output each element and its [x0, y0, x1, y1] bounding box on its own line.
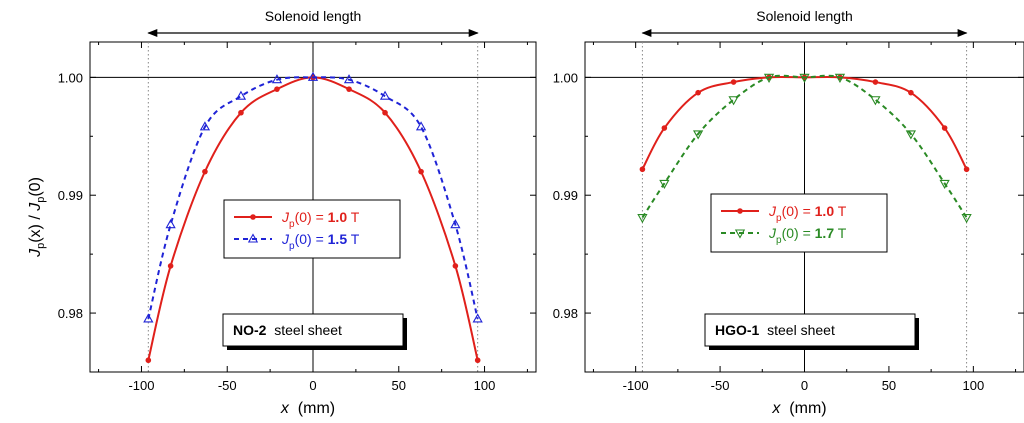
series-point — [271, 74, 283, 84]
series-point — [939, 179, 950, 190]
y-tick-label: 0.99 — [553, 188, 578, 203]
panel-label: NO-2 steel sheet — [233, 322, 342, 338]
panel-label: HGO-1 steel sheet — [715, 322, 835, 338]
legend: Jp(0) = 1.0 TJp(0) = 1.7 T — [710, 193, 888, 253]
series-point — [450, 219, 461, 229]
legend-entry: Jp(0) = 1.5 T — [281, 231, 360, 252]
series-point — [661, 125, 668, 131]
series-point — [639, 166, 646, 173]
series-point — [238, 109, 244, 116]
legend-marker — [247, 233, 259, 243]
series-point — [167, 263, 174, 269]
x-tick-label: -100 — [623, 378, 649, 393]
legend-marker — [734, 229, 746, 239]
series-point — [961, 214, 972, 224]
series-point — [963, 166, 970, 173]
series-point — [274, 86, 280, 92]
panel-label-box: HGO-1 steel sheet — [704, 313, 919, 350]
chart-panel-no2: Solenoid length -100 -50 0 50 100 0.98 0.99 1.00… — [27, 8, 537, 417]
series-point — [418, 168, 424, 175]
x-tick-label: 100 — [962, 378, 984, 393]
series-point — [905, 130, 917, 140]
series-point — [870, 96, 881, 106]
chart-panel-hgo1: Solenoid length -100 -50 0 50 100 0.98 0.99 1.00… — [553, 8, 1024, 417]
series-line-1-7t — [641, 74, 968, 219]
series-point — [415, 121, 427, 131]
series-point — [199, 121, 211, 131]
legend-entry: Jp(0) = 1.7 T — [768, 225, 847, 246]
series-point — [834, 73, 846, 83]
series-point — [307, 71, 319, 81]
x-axis-title: x (mm) — [771, 400, 826, 417]
y-axis-title: Jp(x) / Jp(0) — [27, 177, 47, 258]
series-group — [143, 71, 483, 364]
series-point — [143, 313, 154, 323]
series-point — [637, 214, 648, 224]
legend-entry: Jp(0) = 1.0 T — [768, 203, 847, 224]
series-point — [379, 90, 391, 100]
solenoid-length-label: Solenoid length — [756, 8, 853, 24]
x-tick-label: 50 — [392, 378, 406, 393]
y-tick-label: 1.00 — [58, 70, 83, 85]
series-point — [941, 125, 948, 131]
series-point — [659, 179, 670, 190]
legend-box — [223, 199, 401, 259]
series-point — [728, 96, 739, 106]
series-point — [202, 168, 208, 175]
series-point — [472, 313, 483, 323]
series-point — [872, 79, 879, 85]
solenoid-length-label: Solenoid length — [265, 8, 362, 24]
series-point — [452, 263, 459, 269]
panel-label-box: NO-2 steel sheet — [222, 313, 407, 350]
series-point — [763, 73, 775, 83]
series-point — [695, 89, 701, 96]
series-point — [165, 219, 176, 229]
x-tick-label: -50 — [218, 378, 237, 393]
series-point — [343, 74, 355, 84]
y-tick-label: 1.00 — [553, 70, 578, 85]
legend: Jp(0) = 1.0 TJp(0) = 1.5 T — [223, 199, 401, 259]
legend-marker — [250, 214, 256, 220]
series-point — [799, 73, 810, 83]
legend-box — [710, 193, 888, 253]
series-point — [730, 79, 737, 85]
legend-entry: Jp(0) = 1.0 T — [281, 209, 360, 230]
series-point — [145, 357, 152, 364]
legend-marker — [737, 208, 743, 214]
x-tick-label: 0 — [801, 378, 808, 393]
y-tick-label: 0.98 — [553, 306, 578, 321]
series-group — [637, 73, 972, 224]
panel-label-frame — [222, 313, 404, 347]
series-point — [908, 89, 914, 96]
x-tick-label: -100 — [128, 378, 154, 393]
series-point — [235, 90, 247, 100]
x-tick-label: 50 — [882, 378, 896, 393]
x-tick-label: -50 — [711, 378, 730, 393]
series-point — [382, 109, 388, 116]
series-point — [692, 130, 704, 140]
series-point — [474, 357, 481, 364]
panel-label-frame — [704, 313, 916, 347]
x-tick-label: 100 — [474, 378, 496, 393]
x-axis-title: x (mm) — [280, 400, 335, 417]
y-tick-label: 0.98 — [58, 306, 83, 321]
series-line-1-5t — [147, 76, 479, 320]
y-tick-label: 0.99 — [58, 188, 83, 203]
series-point — [346, 86, 352, 92]
x-tick-label: 0 — [309, 378, 316, 393]
